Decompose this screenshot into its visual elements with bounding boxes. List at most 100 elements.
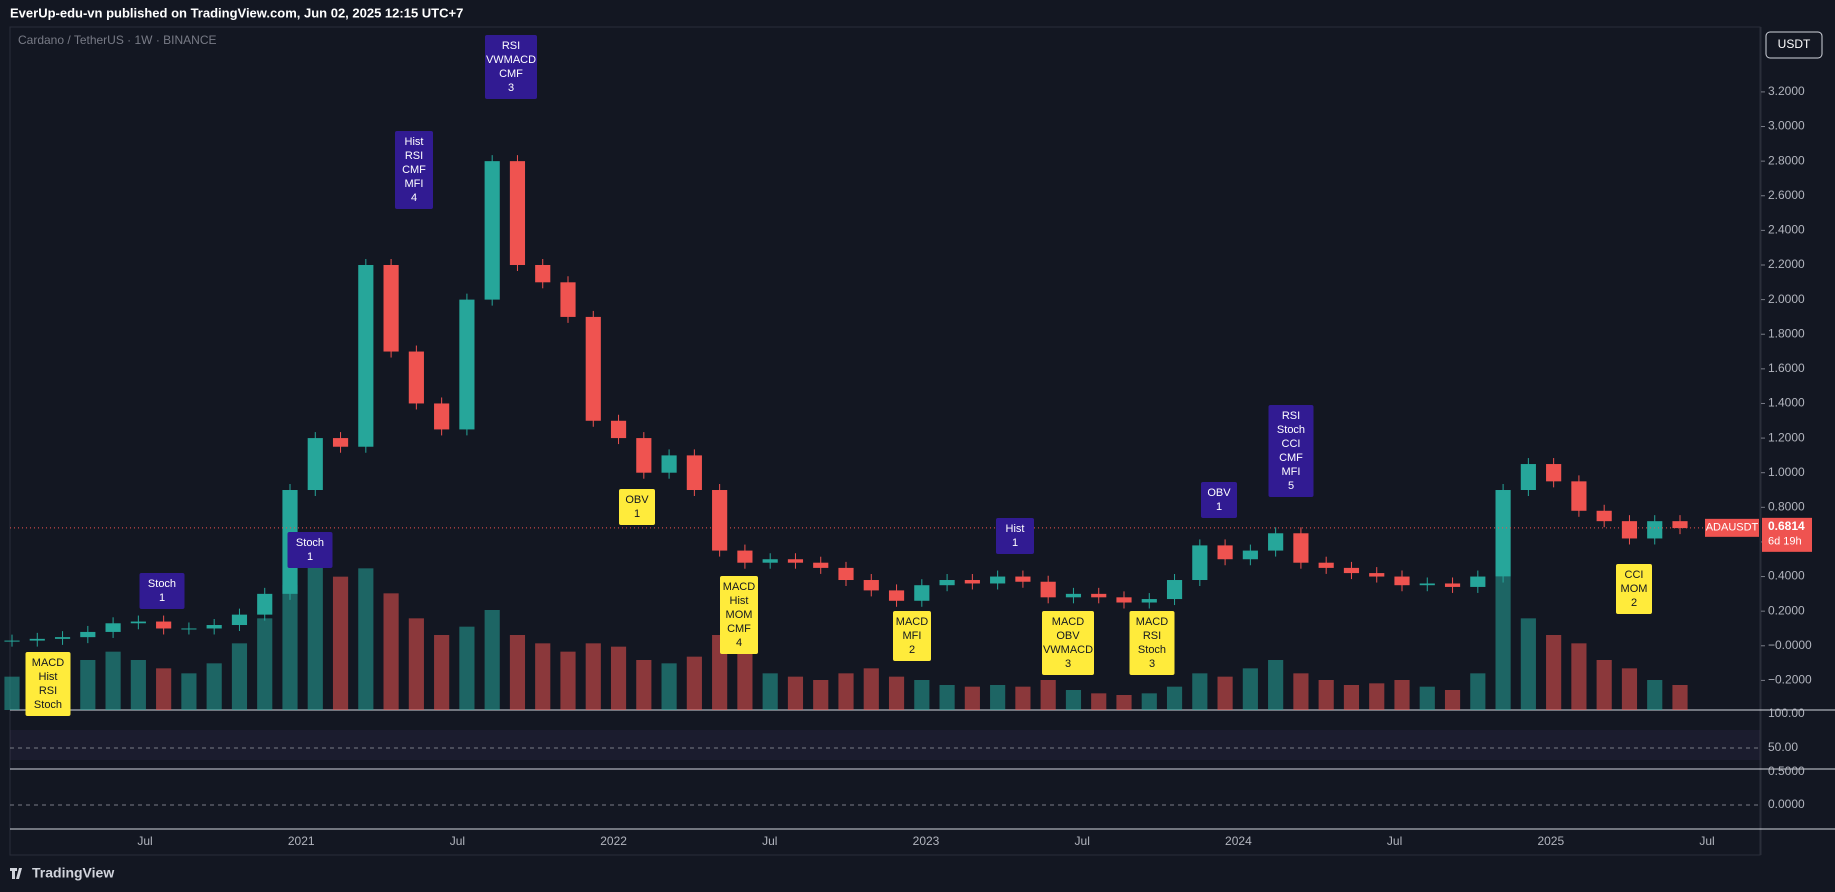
candle-body — [686, 455, 702, 491]
signal-text: Hist — [1006, 523, 1025, 535]
rsi-band — [10, 730, 1760, 760]
candle-body — [914, 585, 930, 601]
signal-text: OBV — [625, 494, 649, 506]
signal-text: 1 — [307, 551, 313, 563]
countdown: 6d 19h — [1768, 536, 1802, 548]
volume-bar — [156, 668, 172, 710]
signal-text: CMF — [499, 68, 523, 80]
signal-text: OBV — [1207, 487, 1231, 499]
rsi-tick: 100.00 — [1768, 706, 1805, 720]
candle-body — [484, 161, 500, 300]
x-tick-label: Jul — [762, 834, 777, 848]
volume-bar — [1242, 668, 1258, 710]
volume-bar — [1419, 686, 1435, 710]
volume-bar — [686, 656, 702, 710]
candle-body — [29, 638, 45, 641]
volume-bar — [80, 660, 96, 710]
signal-text: VWMACD — [1043, 644, 1093, 656]
candle-body — [181, 628, 197, 630]
candle-body — [813, 562, 829, 568]
candle-body — [585, 316, 601, 421]
candle-body — [1040, 581, 1056, 598]
signal-text: CMF — [727, 623, 751, 635]
signal-box — [25, 652, 71, 716]
candle-body — [408, 351, 424, 404]
volume-bar — [484, 610, 500, 710]
candle-body — [54, 637, 71, 639]
candle-body — [535, 264, 551, 283]
y-tick-label: −0.0000 — [1768, 638, 1812, 652]
signal-text: 4 — [411, 192, 417, 204]
y-tick-label: 0.4000 — [1768, 569, 1805, 583]
signal-text: 3 — [1065, 658, 1071, 670]
signal-label: MACD Hist RSI Stoch — [25, 652, 71, 716]
y-tick-label: 1.2000 — [1768, 430, 1805, 444]
volume-bar — [282, 585, 298, 710]
candle-body — [1116, 597, 1132, 603]
volume-bar — [1596, 660, 1612, 710]
candle-body — [307, 438, 323, 491]
candle-body — [888, 590, 905, 601]
volume-bar — [383, 593, 399, 710]
volume-bar — [661, 663, 677, 710]
tv-logo — [10, 868, 22, 879]
signal-label: OBV 1 — [1201, 482, 1237, 518]
signal-label: OBV 1 — [619, 489, 655, 525]
signal-text: Hist — [39, 671, 58, 683]
signal-label: RSI VWMACD CMF 3 — [485, 35, 537, 99]
candle-body — [4, 640, 20, 642]
candle-body — [787, 559, 804, 563]
signal-text: Hist — [405, 136, 424, 148]
volume-bar — [231, 643, 248, 710]
candle-body — [1217, 545, 1233, 560]
y-tick-label: 2.6000 — [1768, 188, 1805, 202]
signal-box — [893, 611, 931, 661]
signal-text: Hist — [730, 595, 749, 607]
signal-label: MACD MFI 2 — [893, 611, 931, 661]
candle-body — [1268, 533, 1284, 551]
candle-body — [990, 576, 1006, 584]
candle-body — [1419, 583, 1435, 586]
macd-tick: 0.5000 — [1768, 764, 1805, 778]
candle-body — [206, 625, 222, 629]
volume-bar — [1546, 635, 1562, 710]
candle-body — [156, 621, 172, 629]
signal-box — [1129, 611, 1175, 675]
candle-body — [1141, 599, 1157, 603]
symbol-tag — [1705, 518, 1759, 537]
y-tick-label: 2.0000 — [1768, 292, 1805, 306]
signal-text: MACD — [1136, 616, 1168, 628]
candle-body — [459, 299, 475, 430]
volume-bar — [964, 686, 980, 710]
candle-body — [610, 420, 627, 439]
signal-text: RSI — [502, 40, 520, 52]
candle-body — [1470, 576, 1486, 587]
signal-label: Hist RSI CMF MFI 4 — [395, 131, 433, 209]
currency-button[interactable] — [1765, 31, 1823, 59]
volume-bar — [1444, 690, 1461, 710]
volume-bar — [1343, 685, 1360, 710]
signal-text: MACD — [1052, 616, 1084, 628]
volume-bar — [737, 651, 753, 710]
y-tick-label: 0.8000 — [1768, 499, 1805, 513]
candle-body — [661, 455, 677, 473]
volume-bar — [4, 676, 20, 710]
volume-bar — [560, 651, 576, 710]
volume-bar — [307, 560, 323, 710]
x-tick-label: Jul — [1075, 834, 1090, 848]
header-title: EverUp-edu-vn published on TradingView.c… — [10, 5, 463, 20]
signal-label: RSI Stoch CCI CMF MFI 5 — [1268, 405, 1314, 497]
candle-body — [838, 567, 854, 581]
signal-label: Stoch 1 — [287, 532, 333, 568]
footer-brand: TradingView — [32, 865, 114, 881]
signal-text: MFI — [405, 178, 424, 190]
volume-bar — [939, 685, 955, 710]
candle-body — [1596, 510, 1612, 522]
currency[interactable]: USDT — [1778, 37, 1811, 51]
volume-bar — [1369, 683, 1385, 710]
volume-bar — [1065, 690, 1082, 710]
volume-bar — [1318, 680, 1334, 710]
x-tick-label: Jul — [1699, 834, 1714, 848]
volume-bar — [1520, 618, 1536, 710]
volume-bar — [813, 680, 829, 710]
